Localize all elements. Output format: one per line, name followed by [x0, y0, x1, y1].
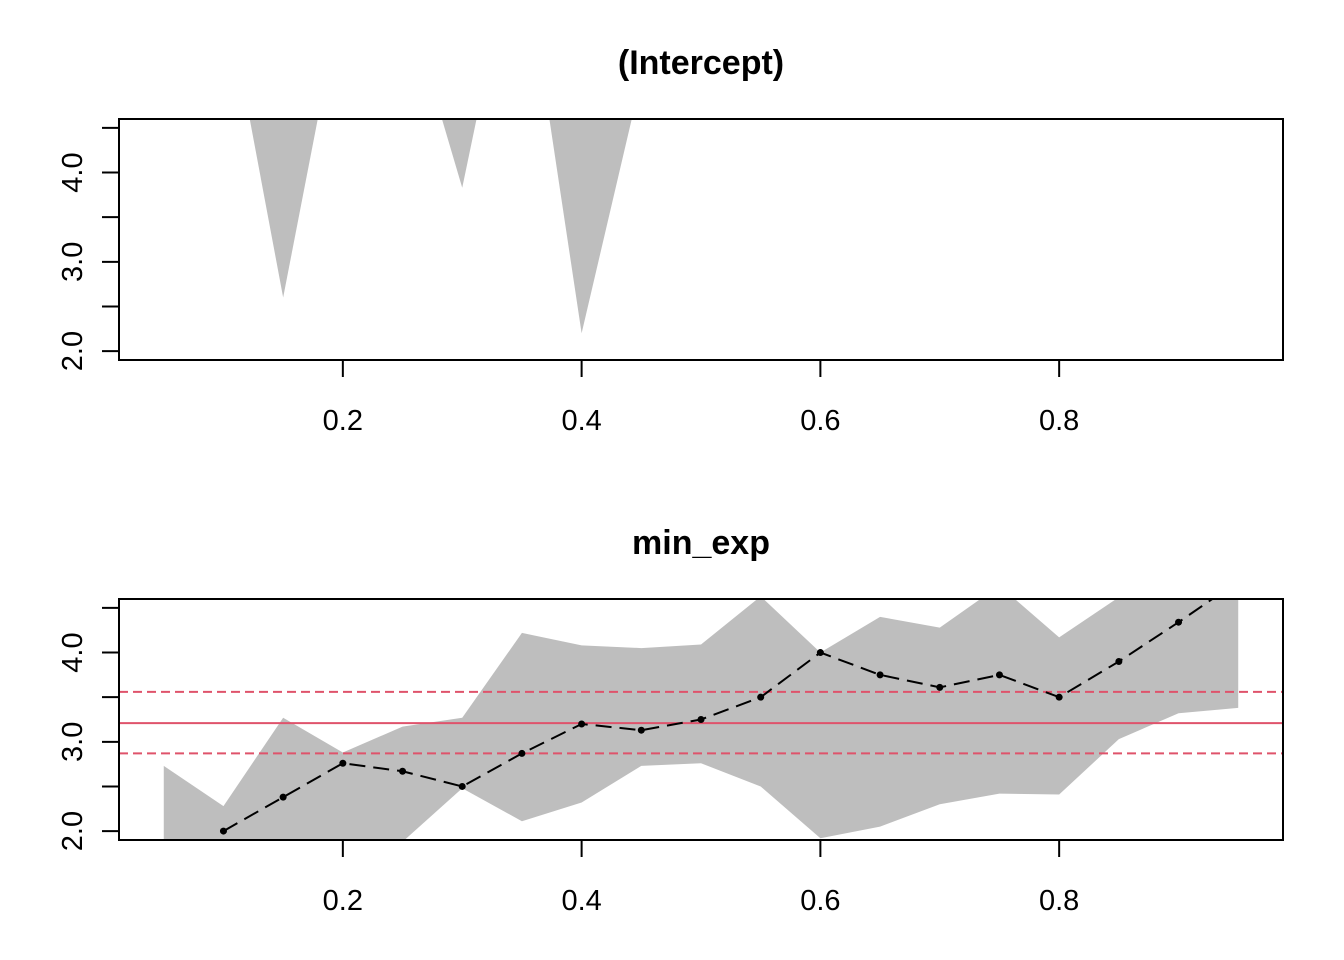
coefficient-point	[757, 693, 765, 701]
x-tick-label: 0.2	[323, 405, 363, 437]
coefficient-point	[637, 726, 645, 734]
confidence-band-1	[441, 119, 477, 188]
x-tick-label: 0.6	[800, 405, 840, 437]
x-tick-label: 0.2	[323, 885, 363, 917]
coefficient-point	[458, 782, 466, 790]
y-tick-label: 2.0	[57, 331, 89, 371]
y-tick-label: 4.0	[57, 152, 89, 192]
x-tick-label: 0.8	[1039, 885, 1079, 917]
intercept-panel: (Intercept) 0.2 0.4 0.6 0.8 2.0 3.0 4.0	[57, 44, 1284, 437]
coefficient-point	[578, 720, 586, 728]
coefficient-point	[219, 827, 227, 835]
min-exp-panel-title: min_exp	[632, 524, 770, 562]
confidence-band-0	[249, 119, 318, 298]
min-exp-plot-area	[119, 578, 1283, 840]
coefficient-point	[1055, 693, 1063, 701]
x-tick-label: 0.4	[561, 885, 601, 917]
intercept-panel-title: (Intercept)	[618, 44, 784, 82]
y-tick-label: 3.0	[57, 722, 89, 762]
x-tick-label: 0.4	[561, 405, 601, 437]
intercept-plot-area	[249, 119, 632, 334]
y-tick-label: 2.0	[57, 811, 89, 851]
coefficient-point	[518, 749, 526, 757]
coefficient-point	[995, 671, 1003, 679]
y-tick-label: 4.0	[57, 632, 89, 672]
coefficient-point	[279, 793, 287, 801]
coefficient-point	[1175, 618, 1183, 626]
coefficient-point	[339, 759, 347, 767]
coefficient-point	[1235, 578, 1242, 585]
coefficient-point	[1115, 657, 1123, 665]
coefficient-point	[697, 716, 705, 723]
min-exp-axes: 0.2 0.4 0.6 0.8 2.0 3.0 4.0	[57, 606, 1079, 917]
intercept-axes: 0.2 0.4 0.6 0.8 2.0 3.0 4.0	[57, 126, 1079, 437]
x-tick-label: 0.6	[800, 885, 840, 917]
x-tick-label: 0.8	[1039, 405, 1079, 437]
min-exp-panel: min_exp 0.2 0.4 0.6 0.8 2.0 3.0 4.0	[57, 524, 1284, 917]
coefficient-point	[399, 767, 407, 775]
confidence-band-2	[549, 119, 632, 334]
coefficient-point	[816, 649, 824, 657]
coefficient-point	[876, 671, 884, 679]
coefficient-point	[936, 683, 944, 691]
y-tick-label: 3.0	[57, 242, 89, 282]
coefficient-line	[222, 599, 1215, 832]
